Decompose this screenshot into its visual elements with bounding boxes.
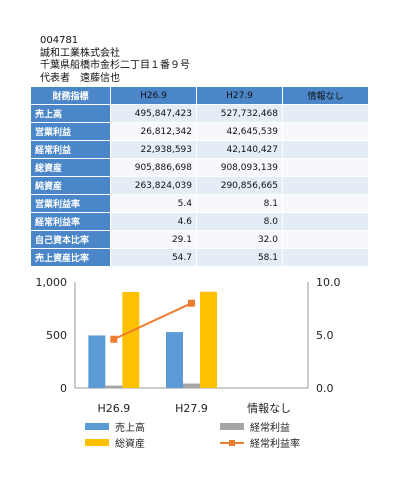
header-metric: 財務指標 bbox=[30, 86, 111, 105]
cell-h27: 58.1 bbox=[196, 248, 283, 267]
cell-h26: 495,847,423 bbox=[110, 104, 197, 123]
bar-sales bbox=[166, 332, 183, 388]
row-label: 純資産 bbox=[30, 176, 111, 195]
header-h26: H26.9 bbox=[110, 86, 197, 105]
cell-no-info bbox=[282, 158, 369, 177]
legend-label: 売上高 bbox=[115, 421, 145, 434]
cell-no-info bbox=[282, 176, 369, 195]
cell-h27: 8.1 bbox=[196, 194, 283, 213]
table-row: 営業利益率 5.4 8.1 bbox=[30, 194, 369, 213]
table-row: 営業利益 26,812,342 42,645,539 bbox=[30, 122, 369, 141]
bar-sales bbox=[88, 335, 106, 388]
cell-h27: 527,732,468 bbox=[196, 104, 283, 123]
cell-h26: 29.1 bbox=[110, 230, 197, 249]
x-tick-label: H27.9 bbox=[175, 402, 208, 415]
table-row: 純資産 263,824,039 290,856,665 bbox=[30, 176, 369, 195]
left-tick-label: 500 bbox=[46, 329, 67, 342]
row-label: 売上資産比率 bbox=[30, 248, 111, 267]
row-label: 売上高 bbox=[30, 104, 111, 123]
cell-h27: 290,856,665 bbox=[196, 176, 283, 195]
financial-table: 財務指標 H26.9 H27.9 情報なし 売上高 495,847,423 527,… bbox=[30, 86, 369, 267]
row-label: 経常利益 bbox=[30, 140, 111, 159]
cell-no-info bbox=[282, 140, 369, 159]
cell-h27: 32.0 bbox=[196, 230, 283, 249]
company-name: 誠和工業株式会社 bbox=[40, 47, 120, 59]
line-ordinary-margin bbox=[113, 302, 192, 341]
row-label: 経常利益率 bbox=[30, 212, 111, 231]
cell-no-info bbox=[282, 194, 369, 213]
cell-h26: 905,886,698 bbox=[110, 158, 197, 177]
right-tick-label: 5.0 bbox=[316, 329, 334, 342]
bar-ordinary-profit bbox=[105, 385, 123, 388]
left-tick-label: 0 bbox=[60, 382, 67, 395]
left-tick-label: 1,000 bbox=[36, 276, 68, 289]
cell-h26: 263,824,039 bbox=[110, 176, 197, 195]
legend-label: 総資産 bbox=[115, 437, 145, 450]
header-h27: H27.9 bbox=[196, 86, 283, 105]
bar-total-assets bbox=[200, 291, 217, 388]
cell-h27: 42,645,539 bbox=[196, 122, 283, 141]
x-tick-label: H26.9 bbox=[97, 402, 130, 415]
legend-swatch bbox=[85, 423, 109, 430]
table-row: 自己資本比率 29.1 32.0 bbox=[30, 230, 369, 249]
cell-h26: 22,938,593 bbox=[110, 140, 197, 159]
cell-no-info bbox=[282, 248, 369, 267]
table-row: 経常利益率 4.6 8.0 bbox=[30, 212, 369, 231]
right-tick-label: 0.0 bbox=[316, 382, 334, 395]
row-label: 営業利益 bbox=[30, 122, 111, 141]
table-row: 売上高 495,847,423 527,732,468 bbox=[30, 104, 369, 123]
legend-line-marker bbox=[229, 440, 235, 446]
legend-swatch bbox=[220, 423, 244, 430]
cell-h26: 4.6 bbox=[110, 212, 197, 231]
legend-label: 経常利益率 bbox=[250, 437, 300, 450]
cell-h26: 54.7 bbox=[110, 248, 197, 267]
x-tick-label: 情報なし bbox=[247, 402, 291, 415]
cell-h27: 8.0 bbox=[196, 212, 283, 231]
table-row: 経常利益 22,938,593 42,140,427 bbox=[30, 140, 369, 159]
legend-label: 経常利益 bbox=[250, 421, 290, 434]
company-code: 004781 bbox=[40, 35, 79, 46]
cell-h26: 26,812,342 bbox=[110, 122, 197, 141]
table-row: 総資産 905,886,698 908,093,139 bbox=[30, 158, 369, 177]
right-tick-label: 10.0 bbox=[316, 276, 341, 289]
cell-no-info bbox=[282, 122, 369, 141]
company-header: 004781 誠和工業株式会社 千葉県船橋市金杉二丁目１番９号 代表者 遠藤信也 bbox=[40, 35, 190, 85]
header-no-info: 情報なし bbox=[282, 86, 369, 105]
row-label: 営業利益率 bbox=[30, 194, 111, 213]
cell-no-info bbox=[282, 230, 369, 249]
cell-h27: 908,093,139 bbox=[196, 158, 283, 177]
row-label: 総資産 bbox=[30, 158, 111, 177]
line-point bbox=[188, 299, 195, 307]
company-address: 千葉県船橋市金杉二丁目１番９号 bbox=[40, 60, 190, 71]
company-representative: 代表者 遠藤信也 bbox=[40, 72, 120, 84]
bar-total-assets bbox=[122, 291, 140, 388]
cell-h27: 42,140,427 bbox=[196, 140, 283, 159]
cell-h26: 5.4 bbox=[110, 194, 197, 213]
legend-swatch bbox=[85, 439, 109, 446]
bar-ordinary-profit bbox=[183, 383, 200, 388]
table-header-row: 財務指標 H26.9 H27.9 情報なし bbox=[30, 86, 369, 105]
row-label: 自己資本比率 bbox=[30, 230, 111, 249]
cell-no-info bbox=[282, 212, 369, 231]
line-point bbox=[110, 335, 118, 343]
table-row: 売上資産比率 54.7 58.1 bbox=[30, 248, 369, 267]
cell-no-info bbox=[282, 104, 369, 123]
